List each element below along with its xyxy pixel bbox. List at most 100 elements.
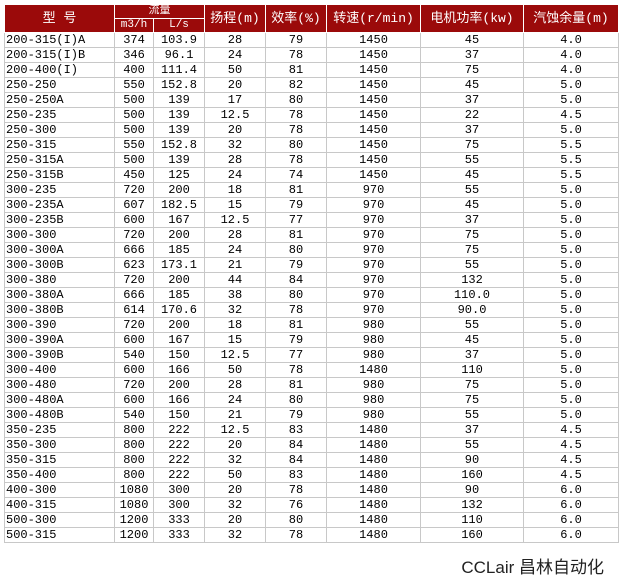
- cell-head: 24: [204, 167, 266, 183]
- table-row: 250-235 500 139 12.5 78 1450 22 4.5: [4, 107, 619, 123]
- cell-efficiency: 79: [265, 197, 327, 213]
- cell-npsh: 4.0: [523, 62, 619, 78]
- cell-flow-m3h: 800: [114, 467, 154, 483]
- cell-power: 160: [420, 467, 524, 483]
- cell-speed: 1480: [326, 452, 421, 468]
- cell-head: 20: [204, 77, 266, 93]
- cell-speed: 1480: [326, 482, 421, 498]
- cell-speed: 970: [326, 272, 421, 288]
- cell-efficiency: 81: [265, 182, 327, 198]
- cell-flow-ls: 333: [153, 512, 205, 528]
- cell-power: 45: [420, 32, 524, 48]
- cell-head: 28: [204, 227, 266, 243]
- cell-flow-ls: 182.5: [153, 197, 205, 213]
- cell-head: 24: [204, 392, 266, 408]
- cell-head: 32: [204, 527, 266, 543]
- cell-model: 250-300: [4, 122, 115, 138]
- cell-efficiency: 78: [265, 527, 327, 543]
- table-row: 300-480B 540 150 21 79 980 55 5.0: [4, 407, 619, 423]
- cell-head: 15: [204, 197, 266, 213]
- cell-efficiency: 79: [265, 32, 327, 48]
- cell-speed: 980: [326, 347, 421, 363]
- cell-flow-ls: 222: [153, 467, 205, 483]
- table-row: 300-380B 614 170.6 32 78 970 90.0 5.0: [4, 302, 619, 318]
- cell-npsh: 5.0: [523, 332, 619, 348]
- cell-flow-m3h: 720: [114, 227, 154, 243]
- cell-speed: 1480: [326, 437, 421, 453]
- cell-speed: 980: [326, 317, 421, 333]
- table-row: 400-300 1080 300 20 78 1480 90 6.0: [4, 482, 619, 498]
- table-row: 300-400 600 166 50 78 1480 110 5.0: [4, 362, 619, 378]
- cell-power: 75: [420, 62, 524, 78]
- cell-efficiency: 77: [265, 212, 327, 228]
- cell-head: 28: [204, 32, 266, 48]
- table-row: 300-235B 600 167 12.5 77 970 37 5.0: [4, 212, 619, 228]
- header-head: 扬程(m): [204, 4, 266, 33]
- cell-head: 18: [204, 317, 266, 333]
- cell-npsh: 5.0: [523, 242, 619, 258]
- cell-npsh: 5.0: [523, 317, 619, 333]
- cell-flow-m3h: 550: [114, 137, 154, 153]
- cell-npsh: 5.0: [523, 92, 619, 108]
- cell-power: 55: [420, 182, 524, 198]
- cell-power: 37: [420, 47, 524, 63]
- cell-npsh: 6.0: [523, 527, 619, 543]
- cell-flow-m3h: 600: [114, 212, 154, 228]
- cell-head: 12.5: [204, 107, 266, 123]
- table-row: 300-300B 623 173.1 21 79 970 55 5.0: [4, 257, 619, 273]
- cell-efficiency: 80: [265, 392, 327, 408]
- cell-npsh: 5.0: [523, 407, 619, 423]
- cell-flow-m3h: 500: [114, 152, 154, 168]
- cell-speed: 980: [326, 377, 421, 393]
- cell-efficiency: 78: [265, 152, 327, 168]
- cell-model: 350-300: [4, 437, 115, 453]
- cell-npsh: 4.5: [523, 422, 619, 438]
- cell-speed: 1480: [326, 527, 421, 543]
- cell-power: 55: [420, 152, 524, 168]
- cell-power: 75: [420, 242, 524, 258]
- cell-power: 110: [420, 512, 524, 528]
- cell-flow-ls: 139: [153, 107, 205, 123]
- table-row: 300-390B 540 150 12.5 77 980 37 5.0: [4, 347, 619, 363]
- table-row: 300-235A 607 182.5 15 79 970 45 5.0: [4, 197, 619, 213]
- cell-speed: 1450: [326, 167, 421, 183]
- table-row: 300-380 720 200 44 84 970 132 5.0: [4, 272, 619, 288]
- cell-flow-ls: 185: [153, 242, 205, 258]
- cell-flow-m3h: 500: [114, 107, 154, 123]
- cell-head: 44: [204, 272, 266, 288]
- cell-flow-ls: 167: [153, 332, 205, 348]
- cell-model: 250-315B: [4, 167, 115, 183]
- table-row: 300-390A 600 167 15 79 980 45 5.0: [4, 332, 619, 348]
- cell-flow-ls: 333: [153, 527, 205, 543]
- cell-npsh: 5.5: [523, 137, 619, 153]
- cell-power: 37: [420, 422, 524, 438]
- cell-efficiency: 83: [265, 422, 327, 438]
- cell-npsh: 5.0: [523, 257, 619, 273]
- cell-speed: 970: [326, 287, 421, 303]
- cell-flow-ls: 150: [153, 407, 205, 423]
- cell-flow-m3h: 500: [114, 122, 154, 138]
- cell-flow-ls: 152.8: [153, 77, 205, 93]
- cell-model: 300-235: [4, 182, 115, 198]
- header-speed: 转速(r/min): [326, 4, 421, 33]
- cell-head: 50: [204, 62, 266, 78]
- table-row: 400-315 1080 300 32 76 1480 132 6.0: [4, 497, 619, 513]
- cell-flow-m3h: 540: [114, 347, 154, 363]
- cell-model: 250-315A: [4, 152, 115, 168]
- cell-flow-ls: 200: [153, 227, 205, 243]
- cell-model: 300-380A: [4, 287, 115, 303]
- cell-flow-ls: 222: [153, 437, 205, 453]
- cell-model: 500-300: [4, 512, 115, 528]
- header-model: 型 号: [4, 4, 115, 33]
- cell-speed: 1450: [326, 62, 421, 78]
- cell-efficiency: 79: [265, 407, 327, 423]
- cell-power: 55: [420, 437, 524, 453]
- table-row: 250-315A 500 139 28 78 1450 55 5.5: [4, 152, 619, 168]
- cell-flow-m3h: 346: [114, 47, 154, 63]
- cell-efficiency: 79: [265, 332, 327, 348]
- cell-power: 45: [420, 77, 524, 93]
- cell-flow-ls: 166: [153, 392, 205, 408]
- cell-flow-ls: 300: [153, 497, 205, 513]
- table-row: 200-315(I)A 374 103.9 28 79 1450 45 4.0: [4, 32, 619, 48]
- cell-model: 500-315: [4, 527, 115, 543]
